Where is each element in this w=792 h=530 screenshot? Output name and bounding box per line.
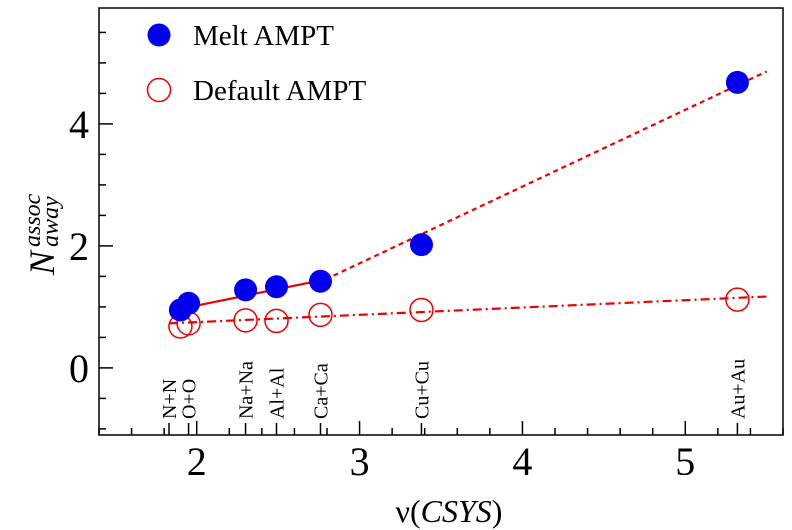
y-axis-label-subscript: away <box>38 196 64 247</box>
data-points-layer <box>168 70 750 339</box>
y-tick-label: 2 <box>69 224 89 269</box>
fit-line-dashdot <box>168 295 767 325</box>
y-axis-label-superscript: assoc <box>20 193 46 247</box>
x-axis-label: ν(CSYS) <box>396 493 503 529</box>
data-point <box>409 233 433 257</box>
legend-marker <box>147 23 171 47</box>
data-point <box>265 275 289 299</box>
data-point <box>233 308 258 333</box>
data-point <box>264 308 289 334</box>
x-axis-label-suffix: ) <box>492 493 503 529</box>
x-axis-label-variable: CSYS <box>421 493 492 529</box>
data-point <box>725 70 749 94</box>
legend-label: Melt AMPT <box>193 20 334 52</box>
y-axis-label: N assoc away <box>20 193 64 276</box>
y-tick-label: 4 <box>69 102 89 147</box>
annotation-label: O+O <box>179 379 201 419</box>
fit-line-dashed <box>324 70 768 281</box>
y-axis-label-main: N <box>22 249 62 276</box>
legend-label: Default AMPT <box>193 75 366 107</box>
y-tick-label: 0 <box>69 346 89 391</box>
data-point <box>234 278 258 302</box>
collision-system-annotations: N+NO+O Na+Na Al+Al Ca+Ca Cu+Cu Au+Au <box>159 359 749 435</box>
legend-marker <box>146 77 172 103</box>
x-tick-label: 4 <box>512 439 532 484</box>
x-tick-label: 2 <box>187 439 207 484</box>
x-tick-label: 3 <box>350 439 370 484</box>
legend: Melt AMPT Default AMPT <box>146 20 366 107</box>
axis-ticks-layer: 2 3 4 5 0 2 4 <box>69 31 784 484</box>
data-point <box>725 287 750 312</box>
annotation-label: N+N <box>159 379 181 419</box>
data-point <box>409 297 434 323</box>
annotation-label: Na+Na <box>236 361 258 419</box>
annotation-label: Au+Au <box>727 359 749 419</box>
annotation-label: Al+Al <box>267 367 289 419</box>
plot-frame <box>98 7 784 436</box>
data-point <box>308 269 332 293</box>
data-point <box>308 302 333 328</box>
annotation-label: Cu+Cu <box>411 361 433 419</box>
annotation-label: Ca+Ca <box>310 363 332 419</box>
x-axis-label-prefix: ν( <box>396 493 421 529</box>
plot-frame-layer <box>98 7 784 436</box>
data-point <box>177 291 201 315</box>
fit-lines-layer <box>168 70 768 325</box>
x-tick-label: 5 <box>675 439 695 484</box>
